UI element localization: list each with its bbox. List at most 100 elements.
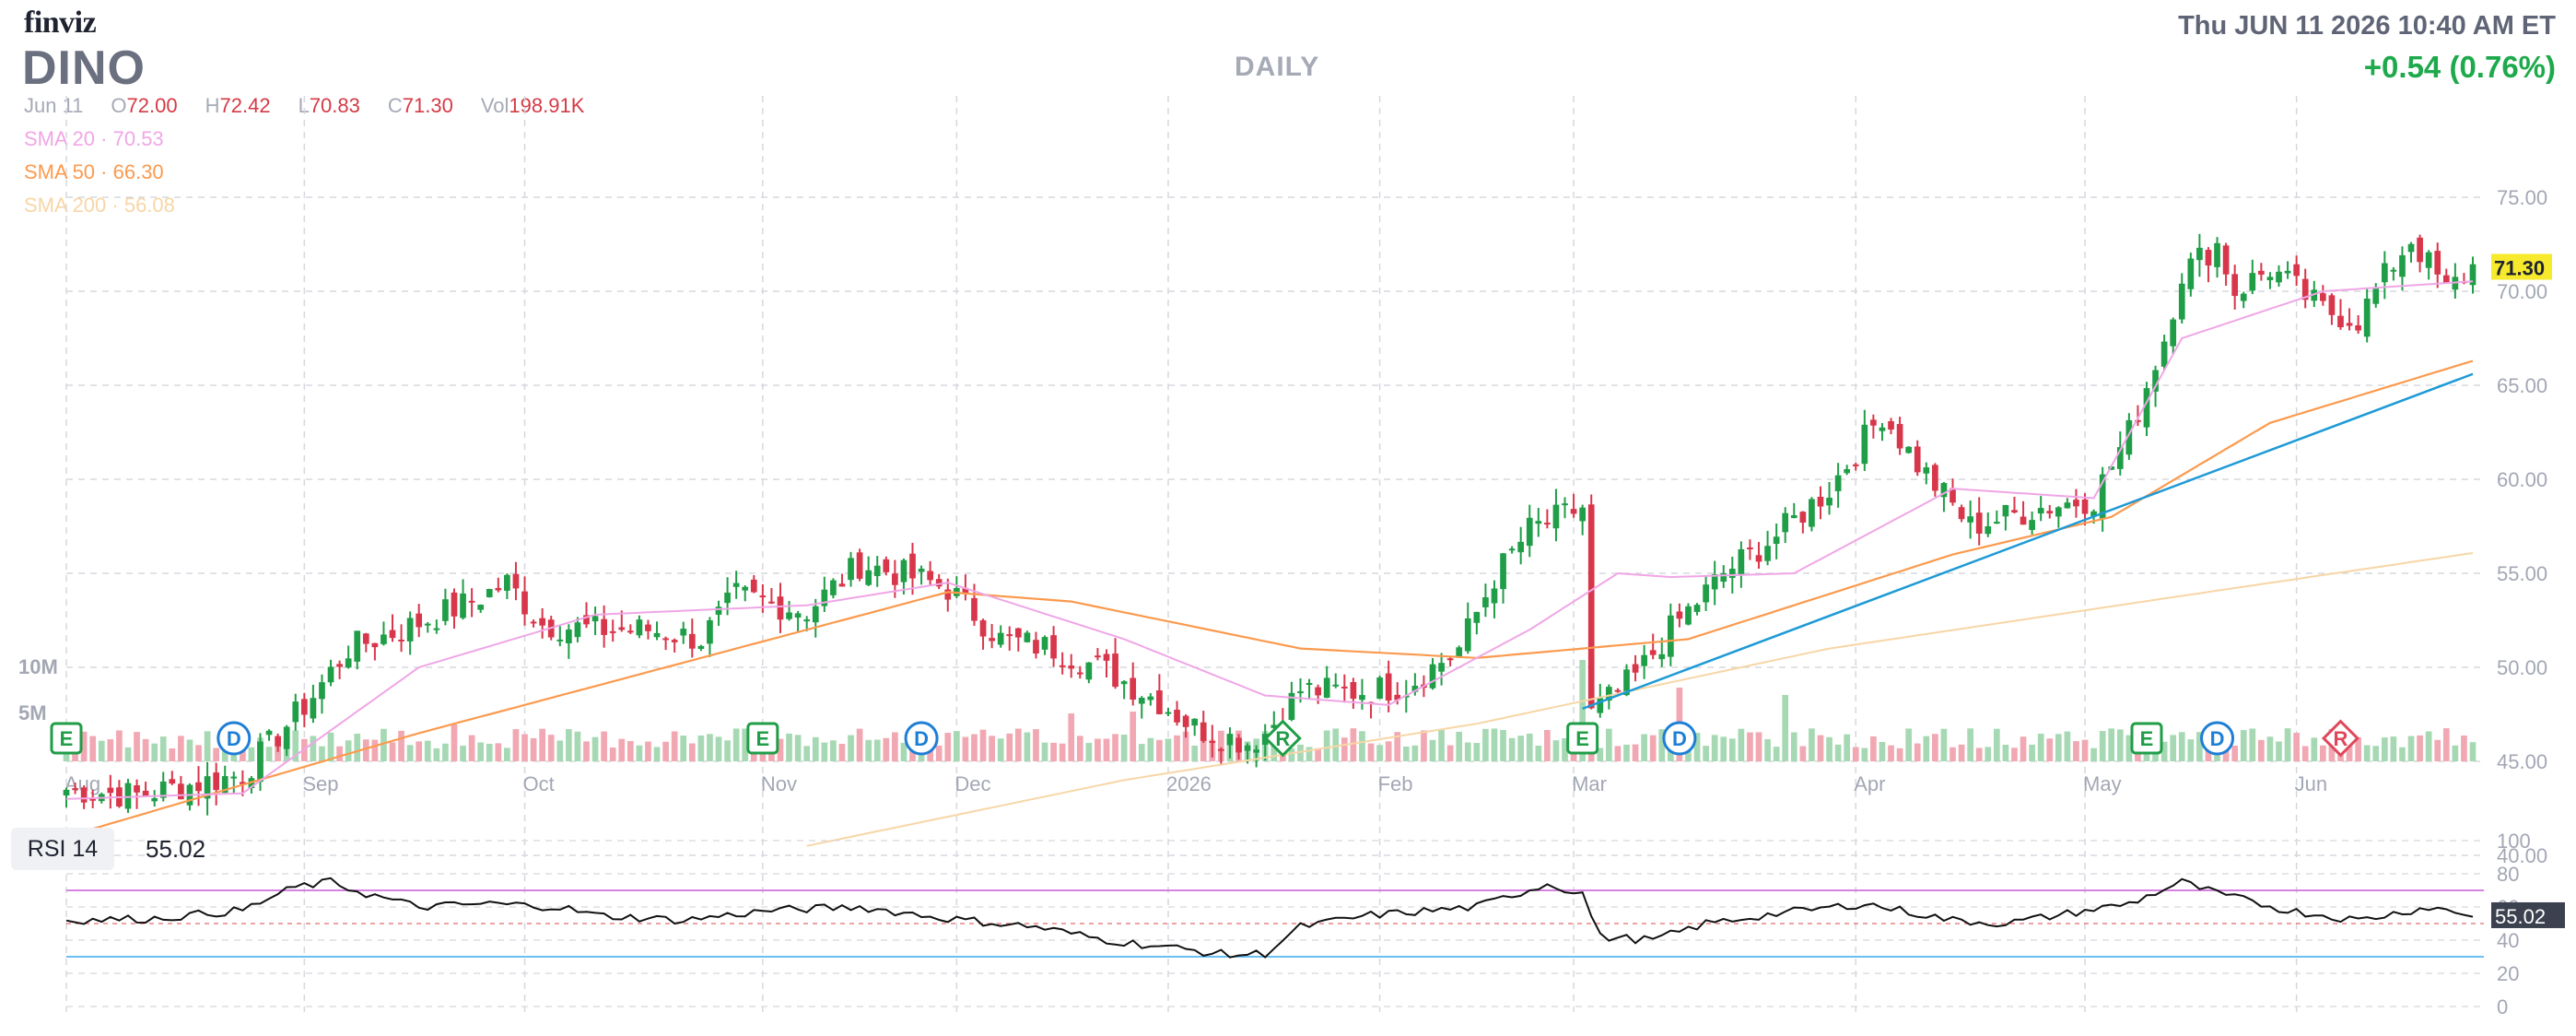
candle-body[interactable] (556, 639, 564, 642)
candle-body[interactable] (2319, 293, 2326, 301)
candle-body[interactable] (1923, 467, 1930, 474)
candle-body[interactable] (257, 741, 263, 783)
candle-body[interactable] (2073, 500, 2079, 507)
candle-body[interactable] (240, 782, 246, 784)
candle-body[interactable] (1597, 698, 1604, 713)
candle-body[interactable] (1606, 687, 1612, 701)
candle-body[interactable] (2469, 264, 2476, 286)
candle-body[interactable] (512, 573, 520, 589)
candle-body[interactable] (1112, 653, 1118, 688)
candle-body[interactable] (1932, 465, 1938, 491)
candle-body[interactable] (1226, 734, 1234, 746)
candle-body[interactable] (750, 579, 757, 593)
candle-body[interactable] (2152, 370, 2159, 392)
candle-body[interactable] (2143, 388, 2150, 428)
candle-body[interactable] (1359, 695, 1365, 700)
candle-body[interactable] (1315, 687, 1321, 696)
candle-body[interactable] (918, 568, 925, 572)
candle-body[interactable] (2276, 271, 2282, 283)
candle-body[interactable] (1517, 541, 1525, 553)
candle-body[interactable] (1861, 424, 1868, 465)
candle-body[interactable] (354, 630, 361, 662)
chart-period[interactable]: DAILY (1235, 52, 1320, 82)
candle-body[interactable] (2311, 289, 2318, 301)
candle-body[interactable] (1306, 683, 1313, 686)
candle-body[interactable] (1095, 655, 1101, 658)
candle-body[interactable] (653, 632, 661, 638)
candle-body[interactable] (80, 787, 88, 803)
candle-body[interactable] (1050, 635, 1057, 659)
candle-body[interactable] (1703, 584, 1709, 603)
candle-body[interactable] (1120, 681, 1128, 685)
candle-body[interactable] (1614, 689, 1622, 692)
candle-body[interactable] (275, 736, 281, 747)
candle-body[interactable] (1667, 615, 1674, 657)
candle-body[interactable] (1218, 748, 1224, 751)
candle-body[interactable] (1464, 618, 1471, 652)
candle-body[interactable] (460, 593, 466, 618)
candle-body[interactable] (2258, 270, 2265, 275)
candle-body[interactable] (521, 591, 528, 615)
candle-body[interactable] (777, 596, 784, 620)
candle-body[interactable] (2046, 511, 2054, 514)
candle-body[interactable] (1958, 507, 1965, 520)
candle-body[interactable] (1676, 611, 1683, 619)
candle-body[interactable] (1914, 446, 1921, 473)
candle-body[interactable] (1896, 424, 1903, 449)
finviz-logo[interactable]: finviz (24, 6, 97, 40)
candle-body[interactable] (759, 595, 767, 598)
candle-body[interactable] (1482, 597, 1489, 607)
candle-body[interactable] (1411, 685, 1419, 692)
sma50-line[interactable] (65, 359, 2474, 838)
candle-body[interactable] (1138, 698, 1145, 704)
candle-body[interactable] (2407, 243, 2415, 253)
candle-body[interactable] (1632, 664, 1639, 673)
candle-body[interactable] (1993, 522, 2000, 524)
candle-body[interactable] (1385, 673, 1392, 701)
candle-body[interactable] (2108, 466, 2115, 470)
candle-body[interactable] (1658, 653, 1666, 660)
candle-body[interactable] (2417, 237, 2423, 263)
candle-body[interactable] (1870, 419, 1877, 426)
candle-body[interactable] (2363, 298, 2371, 337)
earnings-marker[interactable] (50, 722, 83, 755)
candle-body[interactable] (1376, 677, 1383, 700)
dividend-marker[interactable] (904, 721, 939, 756)
candle-body[interactable] (2081, 499, 2089, 514)
candle-body[interactable] (707, 619, 713, 644)
candle-body[interactable] (636, 619, 643, 636)
candle-body[interactable] (909, 553, 916, 579)
candle-body[interactable] (2125, 419, 2133, 455)
candle-body[interactable] (821, 589, 828, 606)
dividend-marker[interactable] (217, 721, 252, 756)
candle-body[interactable] (1535, 521, 1542, 524)
candle-body[interactable] (688, 633, 696, 649)
candle-body[interactable] (1817, 496, 1824, 507)
candle-body[interactable] (221, 776, 228, 794)
candle-body[interactable] (2301, 278, 2309, 300)
candle-body[interactable] (1544, 523, 1551, 525)
candle-body[interactable] (389, 630, 396, 639)
candle-body[interactable] (2355, 325, 2361, 331)
candle-body[interactable] (2425, 252, 2432, 268)
candle-body[interactable] (1755, 555, 1762, 562)
candle-body[interactable] (724, 592, 731, 604)
candle-body[interactable] (1905, 446, 1913, 453)
candle-body[interactable] (1244, 745, 1251, 751)
candle-body[interactable] (1747, 547, 1753, 549)
dividend-marker[interactable] (2200, 721, 2235, 756)
candle-body[interactable] (1950, 488, 1956, 503)
candle-body[interactable] (609, 630, 616, 633)
candle-body[interactable] (319, 682, 325, 700)
candle-body[interactable] (1130, 677, 1137, 700)
candle-body[interactable] (486, 589, 493, 597)
candle-body[interactable] (2231, 274, 2239, 297)
candle-body[interactable] (1738, 548, 1745, 575)
candle-body[interactable] (2090, 511, 2097, 517)
candle-body[interactable] (2284, 270, 2291, 274)
candle-body[interactable] (2249, 273, 2256, 291)
candle-body[interactable] (2337, 315, 2344, 328)
candle-body[interactable] (442, 599, 449, 621)
candle-body[interactable] (63, 789, 70, 796)
candle-body[interactable] (300, 699, 308, 715)
